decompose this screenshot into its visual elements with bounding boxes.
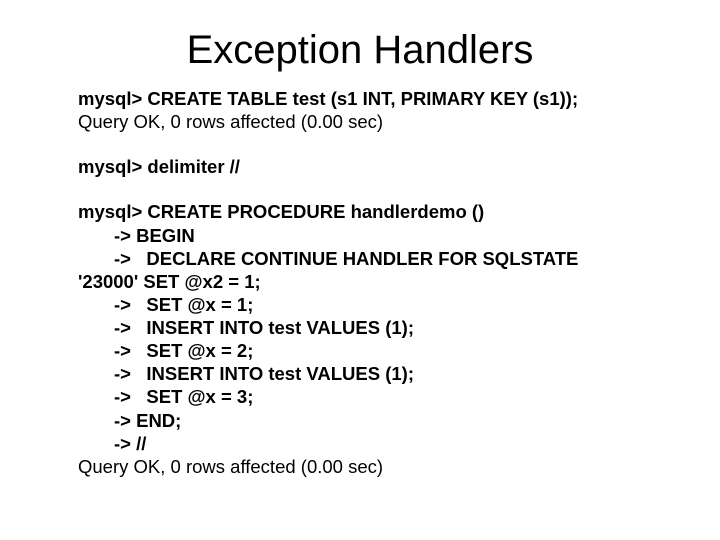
code-line: Query OK, 0 rows affected (0.00 sec)	[78, 455, 642, 478]
code-line: -> SET @x = 1;	[78, 293, 642, 316]
code-line: -> SET @x = 3;	[78, 385, 642, 408]
code-body: mysql> CREATE TABLE test (s1 INT, PRIMAR…	[78, 87, 642, 478]
code-line: -> BEGIN	[78, 224, 642, 247]
code-line: Query OK, 0 rows affected (0.00 sec)	[78, 110, 642, 133]
code-line: -> //	[78, 432, 642, 455]
code-line: -> INSERT INTO test VALUES (1);	[78, 362, 642, 385]
code-line: -> END;	[78, 409, 642, 432]
code-line: -> INSERT INTO test VALUES (1);	[78, 316, 642, 339]
code-line: -> DECLARE CONTINUE HANDLER FOR SQLSTATE	[78, 247, 642, 270]
code-line: mysql> delimiter //	[78, 155, 642, 178]
code-line: mysql> CREATE PROCEDURE handlerdemo ()	[78, 200, 642, 223]
blank-line	[78, 178, 642, 200]
code-line: '23000' SET @x2 = 1;	[78, 270, 642, 293]
blank-line	[78, 133, 642, 155]
slide-title: Exception Handlers	[78, 28, 642, 73]
code-line: mysql> CREATE TABLE test (s1 INT, PRIMAR…	[78, 87, 642, 110]
code-line: -> SET @x = 2;	[78, 339, 642, 362]
slide: Exception Handlers mysql> CREATE TABLE t…	[0, 0, 720, 540]
